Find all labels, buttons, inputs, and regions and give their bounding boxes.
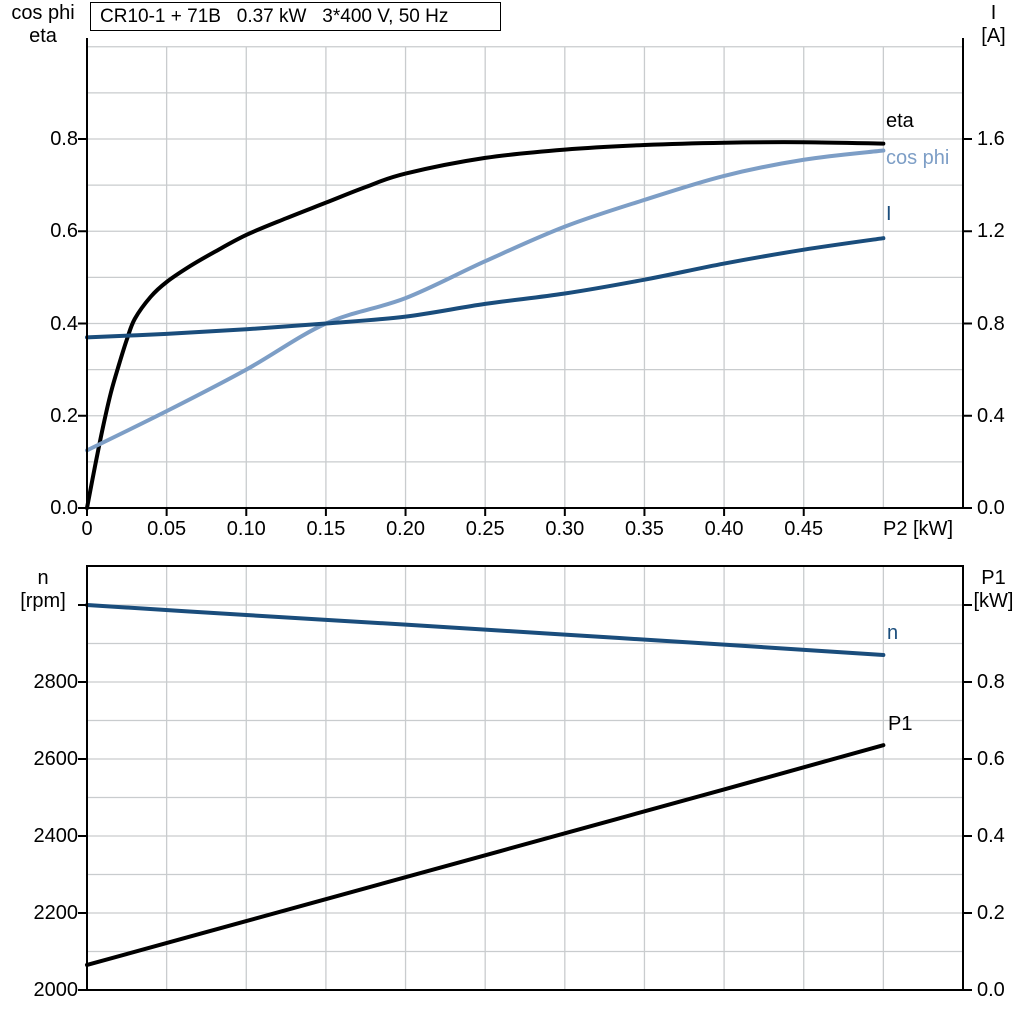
y-tick-label-left: 2200 — [33, 902, 79, 924]
curve-cos-phi — [85, 148, 886, 453]
x-tick-label: 0.30 — [545, 518, 585, 540]
y-tick-label-left: 0.0 — [50, 497, 78, 519]
y-tick-label-left: 2800 — [33, 671, 79, 693]
y-tick-label-left: 0.6 — [50, 220, 78, 243]
curve-label-input-power: P1 — [888, 713, 913, 735]
y-tick-label-left: 2400 — [33, 825, 79, 847]
top-left-axis-title: cos phi eta — [11, 2, 75, 47]
x-tick-label: 0.20 — [386, 518, 425, 540]
y-tick-label-right: 1.2 — [977, 220, 1005, 243]
y-tick-label-right: 0.6 — [977, 748, 1005, 770]
x-tick-label: 0.15 — [306, 518, 346, 540]
curve-I — [85, 236, 886, 340]
y-tick-label-left: 0.8 — [50, 128, 78, 150]
x-tick-label: 0.45 — [784, 518, 824, 540]
curve-label-speed: n — [887, 622, 899, 644]
title-box: CR10-1 + 71B 0.37 kW 3*400 V, 50 Hz — [90, 2, 501, 31]
curve-eta — [85, 140, 886, 510]
x-tick-label: 0 — [81, 518, 93, 540]
y-tick-label-right: 1.6 — [977, 128, 1005, 150]
x-tick-label: 0.35 — [624, 518, 664, 540]
top-right-axis-title: I [A] — [981, 2, 1006, 47]
y-tick-label-right: 0.4 — [977, 825, 1005, 847]
y-tick-label-right: 0.8 — [977, 312, 1005, 335]
panel-frame — [86, 565, 964, 991]
curve-label-cos-phi: cos phi — [886, 147, 950, 169]
curve-P1 — [85, 743, 886, 967]
x-tick-label: 0.05 — [147, 518, 187, 540]
x-tick-label: 0.10 — [226, 518, 266, 540]
y-tick-label-right: 0.0 — [977, 497, 1005, 519]
y-tick-label-right: 0.2 — [977, 902, 1005, 924]
y-tick-label-right: 0.8 — [977, 671, 1005, 693]
y-tick-label-left: 0.4 — [50, 312, 78, 335]
x-tick-label: 0.25 — [465, 518, 505, 540]
bottom-right-axis-title: P1 [kW] — [973, 567, 1014, 612]
curve-label-eta: eta — [886, 110, 914, 132]
x-tick-label: 0.40 — [704, 518, 744, 540]
y-tick-label-left: 2600 — [33, 748, 79, 770]
y-tick-label-left: 2000 — [33, 979, 79, 1001]
bottom-left-axis-title: n [rpm] — [20, 567, 66, 612]
y-tick-label-right: 0.4 — [977, 404, 1005, 427]
y-tick-label-left: 0.2 — [50, 404, 78, 427]
y-tick-label-right: 0.0 — [977, 979, 1005, 1001]
curve-n — [85, 603, 886, 658]
x-axis-title: P2 [kW] — [882, 518, 953, 540]
curve-label-current: I — [886, 203, 892, 225]
